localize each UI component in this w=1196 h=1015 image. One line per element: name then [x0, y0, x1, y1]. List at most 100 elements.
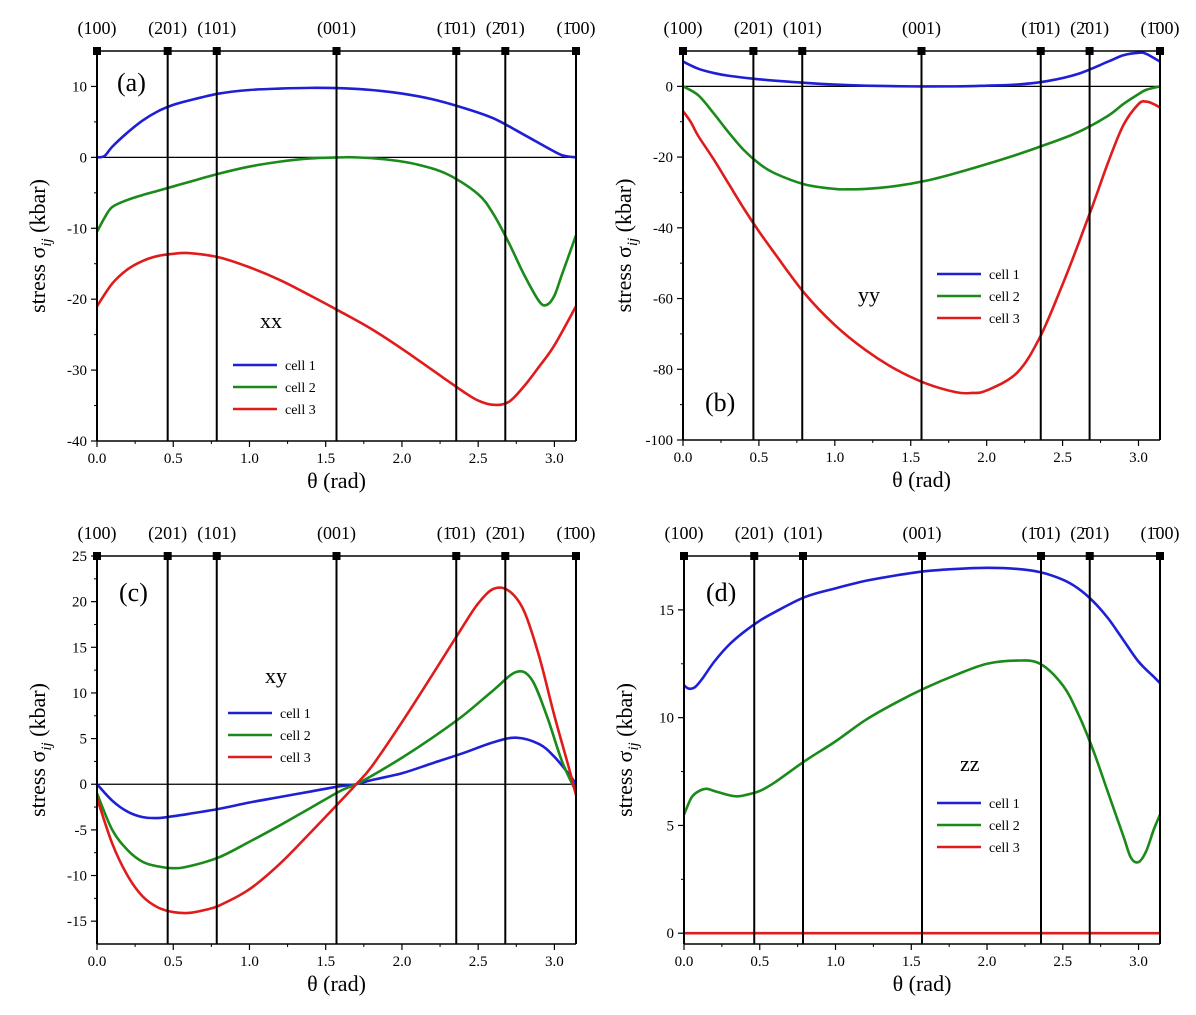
y-tick-label: 0 [667, 926, 675, 942]
y-axis-label: stress σij (kbar) [25, 683, 55, 817]
y-axis-label: stress σij (kbar) [25, 179, 55, 313]
direction-marker [212, 47, 221, 55]
direction-label: (1̄00) [557, 523, 596, 544]
direction-label: (2̄01) [1070, 523, 1109, 544]
y-tick-label: -40 [653, 221, 673, 237]
panel-d: (100) (201) (101) (001) (1̄01) (2̄01) (1̄00) 0.… [612, 523, 1180, 996]
direction-label: (100) [664, 18, 703, 39]
component-label: xy [265, 663, 287, 688]
y-tick-label: -5 [75, 823, 88, 839]
direction-marker [332, 552, 341, 560]
x-axis-label: θ (rad) [307, 971, 366, 996]
direction-label: (201) [148, 523, 187, 544]
direction-label: (001) [903, 523, 942, 544]
y-tick-label: 10 [659, 711, 674, 727]
x-tick-label: 2.0 [977, 450, 996, 466]
direction-marker [1156, 552, 1164, 560]
series-line-cell-1 [96, 86, 577, 159]
series-line-cell-3 [95, 586, 578, 915]
y-tick-label: -15 [67, 914, 87, 930]
series-line-cell-1 [682, 51, 1161, 88]
legend-label: cell 3 [989, 841, 1020, 856]
x-tick-label: 2.5 [1053, 954, 1072, 970]
y-tick-label: 0 [80, 150, 88, 166]
x-tick-label: 0.0 [88, 451, 107, 467]
y-tick-label: -10 [67, 869, 87, 885]
series-line-cell-2 [682, 85, 1161, 191]
panel-b: (100) (201) (101) (001) (1̄01) (2̄01) (1̄00) 0.… [611, 18, 1180, 492]
y-tick-label: 5 [667, 818, 675, 834]
direction-marker [163, 47, 172, 55]
direction-marker [452, 47, 461, 55]
direction-label: (2̄01) [486, 523, 525, 544]
panel-letter: (d) [706, 578, 736, 607]
y-tick-label: 5 [80, 732, 88, 748]
direction-label: (001) [317, 523, 356, 544]
x-tick-label: 2.0 [393, 954, 412, 970]
panel-letter: (c) [119, 578, 148, 607]
x-tick-label: 3.0 [1129, 450, 1148, 466]
direction-label: (101) [784, 523, 823, 544]
y-tick-label: -80 [653, 362, 673, 378]
y-tick-label: -60 [653, 292, 673, 308]
x-tick-label: 1.5 [901, 450, 920, 466]
series-line-cell-3 [95, 251, 578, 407]
direction-label: (201) [735, 523, 774, 544]
direction-label: (1̄01) [1021, 18, 1060, 39]
direction-label: (100) [78, 18, 117, 39]
direction-marker [163, 552, 172, 560]
series-line-cell-3 [681, 100, 1161, 395]
x-tick-label: 1.0 [826, 954, 845, 970]
x-tick-label: 1.5 [316, 954, 335, 970]
y-tick-label: -20 [653, 150, 673, 166]
series-line-cell-2 [95, 669, 578, 870]
direction-label: (101) [783, 18, 822, 39]
direction-marker [750, 552, 759, 560]
direction-marker [572, 47, 580, 55]
direction-marker [1156, 47, 1164, 55]
direction-label: (201) [734, 18, 773, 39]
x-tick-label: 2.5 [469, 451, 488, 467]
legend-label: cell 2 [989, 819, 1020, 834]
direction-label: (101) [197, 523, 236, 544]
legend-label: cell 1 [989, 268, 1020, 283]
legend-label: cell 2 [989, 290, 1020, 305]
x-tick-label: 0.0 [675, 954, 694, 970]
direction-marker [1036, 47, 1045, 55]
x-tick-label: 3.0 [545, 954, 564, 970]
x-tick-label: 0.5 [750, 450, 769, 466]
x-tick-label: 2.0 [978, 954, 997, 970]
legend-label: cell 1 [989, 797, 1020, 812]
direction-label: (100) [78, 523, 117, 544]
x-axis-label: θ (rad) [307, 468, 366, 493]
direction-label: (101) [197, 18, 236, 39]
direction-marker [1037, 552, 1045, 560]
y-tick-label: -30 [67, 363, 87, 379]
series-line-cell-1 [96, 736, 578, 820]
panel-letter: (a) [117, 68, 146, 97]
direction-label: (100) [665, 523, 704, 544]
y-tick-label: 20 [72, 595, 87, 611]
legend-label: cell 2 [285, 381, 316, 396]
x-tick-label: 1.0 [240, 451, 259, 467]
y-axis-label: stress σij (kbar) [611, 179, 641, 313]
direction-marker [798, 47, 807, 55]
legend-label: cell 3 [280, 751, 311, 766]
direction-label: (1̄00) [1141, 523, 1180, 544]
y-tick-label: 15 [72, 640, 87, 656]
y-tick-label: -40 [67, 434, 87, 450]
direction-label: (001) [902, 18, 941, 39]
x-tick-label: 3.0 [1129, 954, 1148, 970]
direction-marker [572, 552, 580, 560]
panel-c: (100) (201) (101) (001) (1̄01) (2̄01) (1̄00) 0.… [25, 523, 596, 996]
component-label: yy [858, 282, 880, 307]
direction-marker [1085, 552, 1094, 560]
series-line-cell-1 [683, 566, 1161, 691]
panel-letter: (b) [705, 388, 735, 417]
direction-marker [1085, 47, 1094, 55]
y-tick-label: 15 [659, 603, 674, 619]
x-tick-label: 2.5 [469, 954, 488, 970]
direction-marker [452, 552, 461, 560]
x-tick-label: 2.0 [393, 451, 412, 467]
